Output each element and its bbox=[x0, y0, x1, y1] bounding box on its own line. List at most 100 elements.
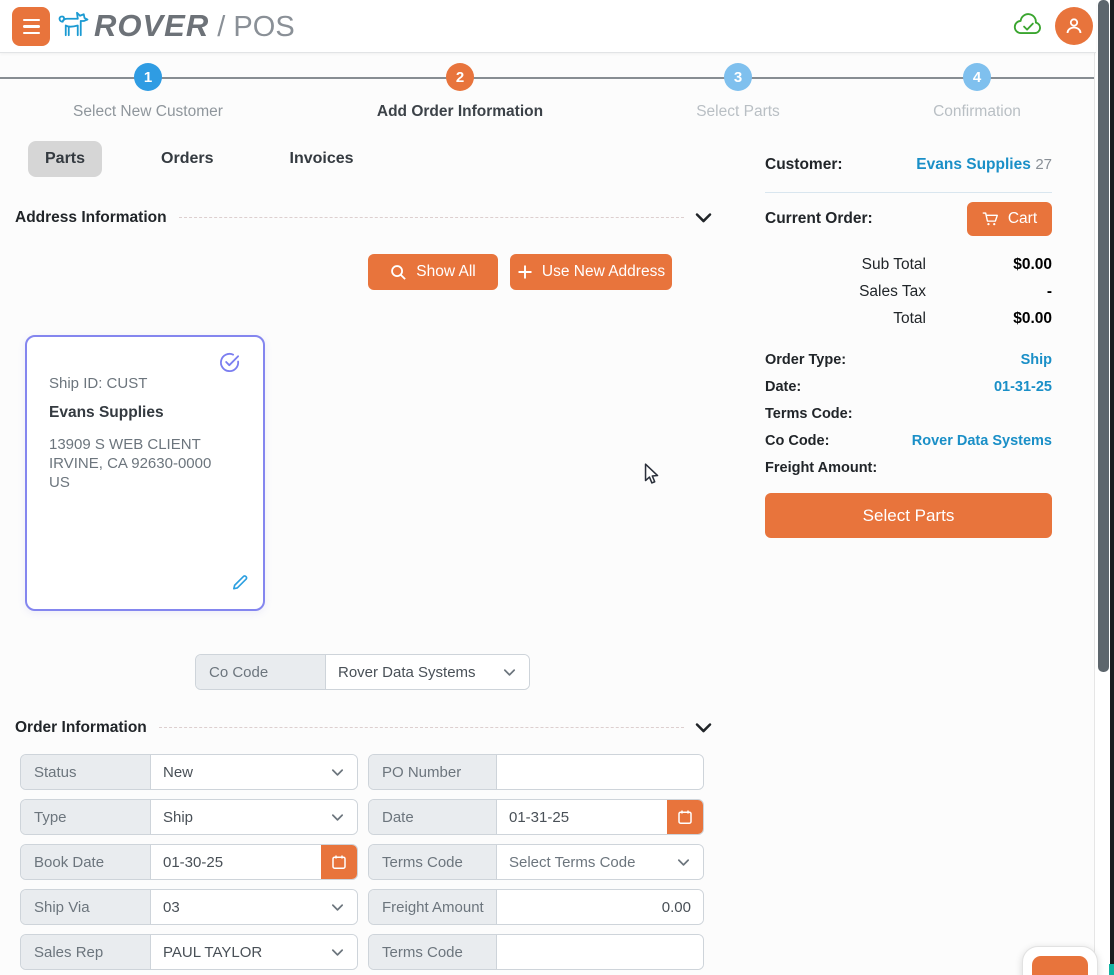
subtotal-value: $0.00 bbox=[1013, 255, 1052, 273]
address-line-2: IRVINE, CA 92630-0000 bbox=[49, 455, 212, 472]
date-calendar-button[interactable] bbox=[667, 800, 703, 834]
sales-tax-label: Sales Tax bbox=[859, 282, 926, 300]
shipping-address-card[interactable]: Ship ID: CUST Evans Supplies 13909 S WEB… bbox=[25, 335, 265, 611]
sales-rep-select[interactable]: PAUL TAYLOR bbox=[151, 935, 357, 969]
terms-code-input[interactable] bbox=[497, 935, 703, 969]
co-code-select[interactable]: Rover Data Systems bbox=[326, 655, 529, 689]
current-order-row: Current Order: Cart bbox=[765, 193, 1052, 245]
floating-widget bbox=[1022, 946, 1098, 975]
customer-name: Evans Supplies bbox=[49, 404, 164, 421]
field-terms-code-select: Terms Code Select Terms Code bbox=[368, 844, 704, 880]
subtotal-label: Sub Total bbox=[861, 255, 926, 273]
total-label: Total bbox=[893, 309, 926, 327]
select-parts-button[interactable]: Select Parts bbox=[765, 493, 1052, 538]
calendar-icon bbox=[678, 810, 692, 824]
order-date-value: 01-31-25 bbox=[993, 378, 1052, 395]
address-information-section-header: Address Information bbox=[15, 208, 713, 227]
show-all-label: Show All bbox=[416, 263, 476, 280]
collapse-chevron-down-icon[interactable] bbox=[694, 208, 713, 227]
field-book-date: Book Date 01-30-25 bbox=[20, 844, 358, 880]
field-po-number: PO Number bbox=[368, 754, 704, 790]
step-number-badge: 2 bbox=[446, 63, 474, 91]
tab-invoices[interactable]: Invoices bbox=[289, 150, 354, 167]
chevron-down-icon bbox=[330, 945, 345, 960]
step-number-badge: 1 bbox=[134, 63, 162, 91]
total-row: Total $0.00 bbox=[765, 305, 1052, 332]
use-new-address-button[interactable]: Use New Address bbox=[510, 254, 672, 290]
customer-name-link[interactable]: Evans Supplies bbox=[916, 156, 1031, 173]
content-tabs: Parts Orders Invoices bbox=[28, 141, 371, 177]
tab-orders[interactable]: Orders bbox=[161, 150, 214, 167]
collapse-chevron-down-icon[interactable] bbox=[694, 718, 713, 737]
status-label: Status bbox=[21, 755, 151, 789]
date-input[interactable]: 01-31-25 bbox=[497, 800, 667, 834]
panel-divider bbox=[765, 192, 1052, 193]
type-label: Type bbox=[21, 800, 151, 834]
field-type: Type Ship bbox=[20, 799, 358, 835]
field-ship-via: Ship Via 03 bbox=[20, 889, 358, 925]
rover-dog-logo-icon bbox=[56, 9, 92, 47]
current-order-label: Current Order: bbox=[765, 210, 873, 227]
scrollbar-thumb[interactable] bbox=[1098, 0, 1109, 672]
hamburger-menu-button[interactable] bbox=[12, 7, 50, 46]
freight-amount-row: Freight Amount: bbox=[765, 454, 1052, 481]
co-code-row: Co Code: Rover Data Systems bbox=[765, 427, 1052, 454]
step-add-order-information[interactable]: 2 Add Order Information bbox=[360, 63, 560, 121]
freight-amount-input[interactable]: 0.00 bbox=[497, 890, 703, 924]
person-icon bbox=[1066, 18, 1082, 34]
customer-label: Customer: bbox=[765, 156, 843, 173]
section-title: Address Information bbox=[15, 208, 167, 226]
chevron-down-icon bbox=[330, 765, 345, 780]
terms-code-select[interactable]: Select Terms Code bbox=[497, 845, 703, 879]
user-avatar-button[interactable] bbox=[1055, 7, 1093, 45]
show-all-button[interactable]: Show All bbox=[368, 254, 498, 290]
ship-via-label: Ship Via bbox=[21, 890, 151, 924]
step-number-badge: 4 bbox=[963, 63, 991, 91]
totals-block: Sub Total $0.00 Sales Tax - Total $0.00 bbox=[765, 251, 1052, 332]
step-label: Add Order Information bbox=[376, 103, 544, 120]
step-number-badge: 3 bbox=[724, 63, 752, 91]
customer-number: 27 bbox=[1035, 156, 1052, 173]
field-sales-rep: Sales Rep PAUL TAYLOR bbox=[20, 934, 358, 970]
select-parts-label: Select Parts bbox=[862, 505, 955, 525]
step-select-parts[interactable]: 3 Select Parts bbox=[638, 63, 838, 121]
type-select[interactable]: Ship bbox=[151, 800, 357, 834]
step-select-new-customer[interactable]: 1 Select New Customer bbox=[48, 63, 248, 121]
tab-parts[interactable]: Parts bbox=[28, 141, 103, 177]
chevron-down-icon bbox=[330, 900, 345, 915]
book-date-calendar-button[interactable] bbox=[321, 845, 357, 879]
chevron-down-icon bbox=[330, 810, 345, 825]
freight-amount-label: Freight Amount bbox=[369, 890, 497, 924]
field-date: Date 01-31-25 bbox=[368, 799, 704, 835]
order-date-label: Date: bbox=[765, 378, 802, 395]
ship-id: Ship ID: CUST bbox=[49, 375, 148, 392]
step-confirmation[interactable]: 4 Confirmation bbox=[877, 63, 1077, 121]
po-number-label: PO Number bbox=[369, 755, 497, 789]
chevron-down-icon bbox=[502, 665, 517, 680]
terms-code-summary-label: Terms Code: bbox=[765, 405, 853, 422]
book-date-input[interactable]: 01-30-25 bbox=[151, 845, 321, 879]
total-value: $0.00 bbox=[1013, 309, 1052, 327]
order-type-value: Ship bbox=[1020, 351, 1052, 368]
order-date-row: Date: 01-31-25 bbox=[765, 373, 1052, 400]
mouse-cursor bbox=[640, 462, 662, 491]
step-label: Select Parts bbox=[696, 103, 780, 120]
app-header: ROVER / POS bbox=[0, 0, 1096, 53]
co-code-summary-value: Rover Data Systems bbox=[911, 432, 1052, 449]
step-label: Confirmation bbox=[933, 103, 1021, 120]
ship-via-select[interactable]: 03 bbox=[151, 890, 357, 924]
customer-row: Customer: Evans Supplies 27 bbox=[765, 150, 1052, 180]
cart-button[interactable]: Cart bbox=[967, 202, 1052, 236]
address-card-text: Ship ID: CUST Evans Supplies 13909 S WEB… bbox=[49, 375, 211, 492]
customer-value: Evans Supplies 27 bbox=[916, 156, 1052, 174]
floating-action-button[interactable] bbox=[1032, 956, 1088, 975]
cart-icon bbox=[982, 212, 998, 226]
cloud-sync-ok-icon[interactable] bbox=[1013, 13, 1043, 42]
edit-address-pencil-icon[interactable] bbox=[230, 573, 249, 597]
po-number-input[interactable] bbox=[497, 755, 703, 789]
terms-code-label: Terms Code bbox=[369, 845, 497, 879]
selected-check-circle-icon bbox=[218, 351, 241, 379]
window-edge bbox=[1110, 0, 1114, 975]
status-select[interactable]: New bbox=[151, 755, 357, 789]
co-code-field: Co Code Rover Data Systems bbox=[195, 654, 530, 690]
